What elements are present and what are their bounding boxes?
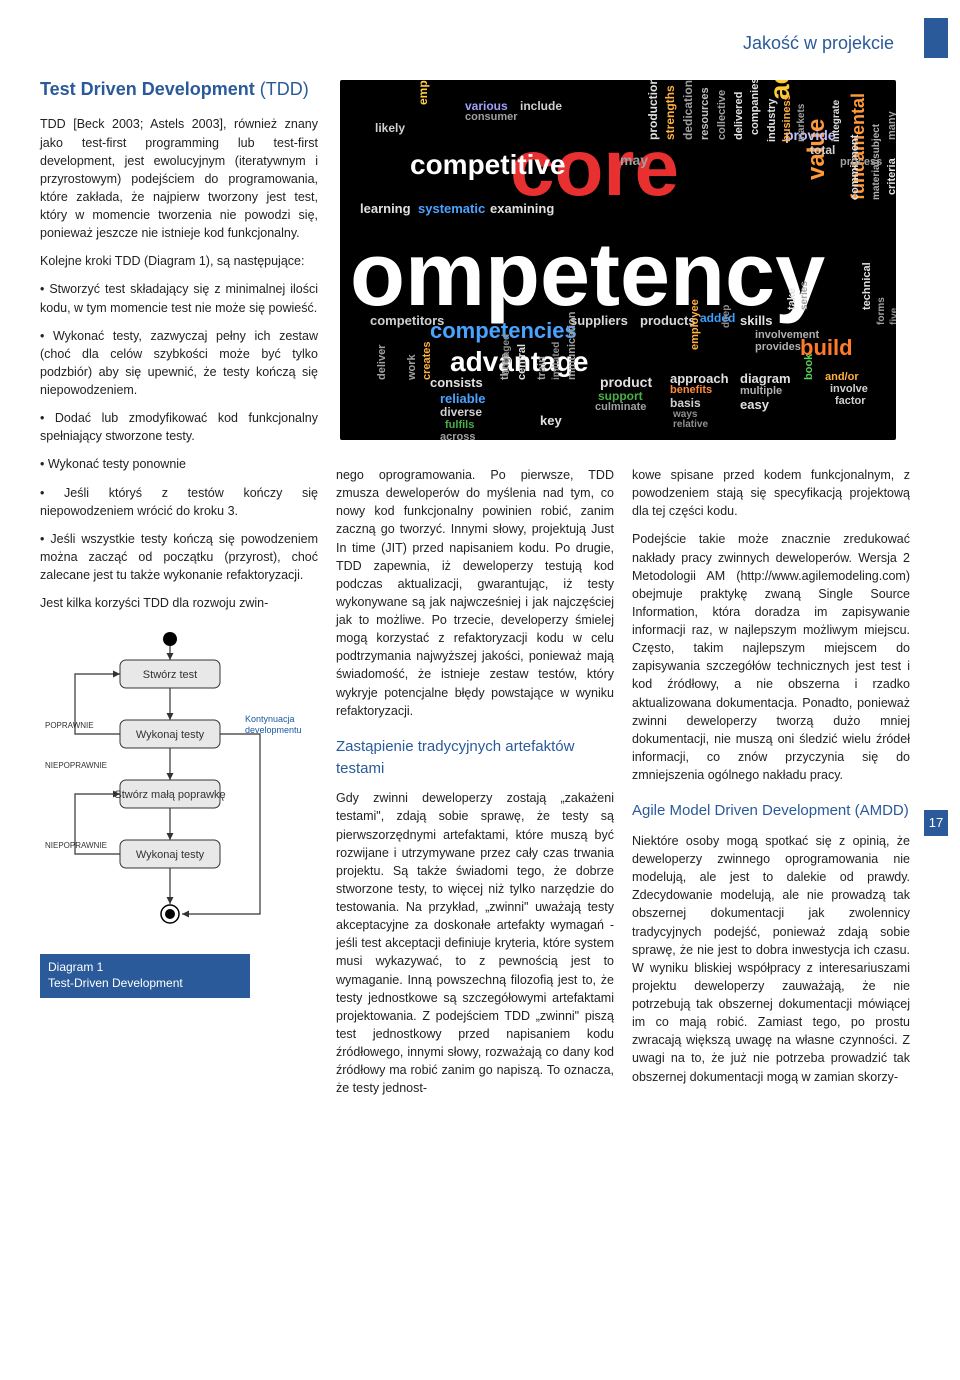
paragraph: Jest kilka korzyści TDD dla rozwoju zwin…: [40, 594, 318, 612]
svg-text:Stwórz test: Stwórz test: [143, 669, 197, 681]
wordcloud-image: coreactivitiesompetencycompetitivecompet…: [340, 80, 896, 440]
section-heading-amdd: Agile Model Driven Development (AMDD): [632, 800, 910, 822]
paragraph: Kolejne kroki TDD (Diagram 1), są następ…: [40, 252, 318, 270]
bullet: • Jeśli któryś z testów kończy się niepo…: [40, 484, 318, 520]
page-number: 17: [924, 810, 948, 836]
bullet: • Stworzyć test składający się z minimal…: [40, 280, 318, 316]
paragraph: Podejście takie może znacznie zredukować…: [632, 530, 910, 784]
paragraph: kowe spisane przed kodem funkcjonalnym, …: [632, 466, 910, 520]
section-heading-tdd: Test Driven Development (TDD): [40, 78, 318, 101]
svg-text:developmentu: developmentu: [245, 725, 302, 735]
column-1: Test Driven Development (TDD) TDD [Beck …: [40, 78, 318, 1107]
bullet: • Dodać lub zmodyfikować kod funkcjonaln…: [40, 409, 318, 445]
paragraph: nego oprogramowania. Po pierwsze, TDD zm…: [336, 466, 614, 720]
paragraph: Gdy zwinni deweloperzy zostają „zakażeni…: [336, 789, 614, 1097]
svg-text:Stwórz małą poprawkę: Stwórz małą poprawkę: [114, 789, 225, 801]
svg-text:NIEPOPRAWNIE: NIEPOPRAWNIE: [45, 761, 107, 770]
section-heading-artifacts: Zastąpienie tradycyjnych artefaktów test…: [336, 736, 614, 780]
svg-text:Kontynuacja: Kontynuacja: [245, 714, 295, 724]
bullet: • Jeśli wszystkie testy kończą się powod…: [40, 530, 318, 584]
tdd-diagram: Stwórz test Wykonaj testy Stwórz małą popr…: [40, 624, 318, 997]
bullet: • Wykonać testy ponownie: [40, 455, 318, 473]
svg-text:Wykonaj testy: Wykonaj testy: [136, 729, 205, 741]
svg-text:NIEPOPRAWNIE: NIEPOPRAWNIE: [45, 841, 107, 850]
paragraph: Niektóre osoby mogą spotkać się z opinią…: [632, 832, 910, 1086]
svg-text:Wykonaj testy: Wykonaj testy: [136, 849, 205, 861]
header-tab: [924, 18, 948, 58]
page-header: Jakość w projekcie: [40, 30, 910, 56]
svg-text:POPRAWNIE: POPRAWNIE: [45, 721, 94, 730]
diagram-caption: Diagram 1 Test-Driven Development: [40, 954, 250, 997]
bullet: • Wykonać testy, zazwyczaj pełny ich zes…: [40, 327, 318, 400]
paragraph: TDD [Beck 2003; Astels 2003], również zn…: [40, 115, 318, 242]
